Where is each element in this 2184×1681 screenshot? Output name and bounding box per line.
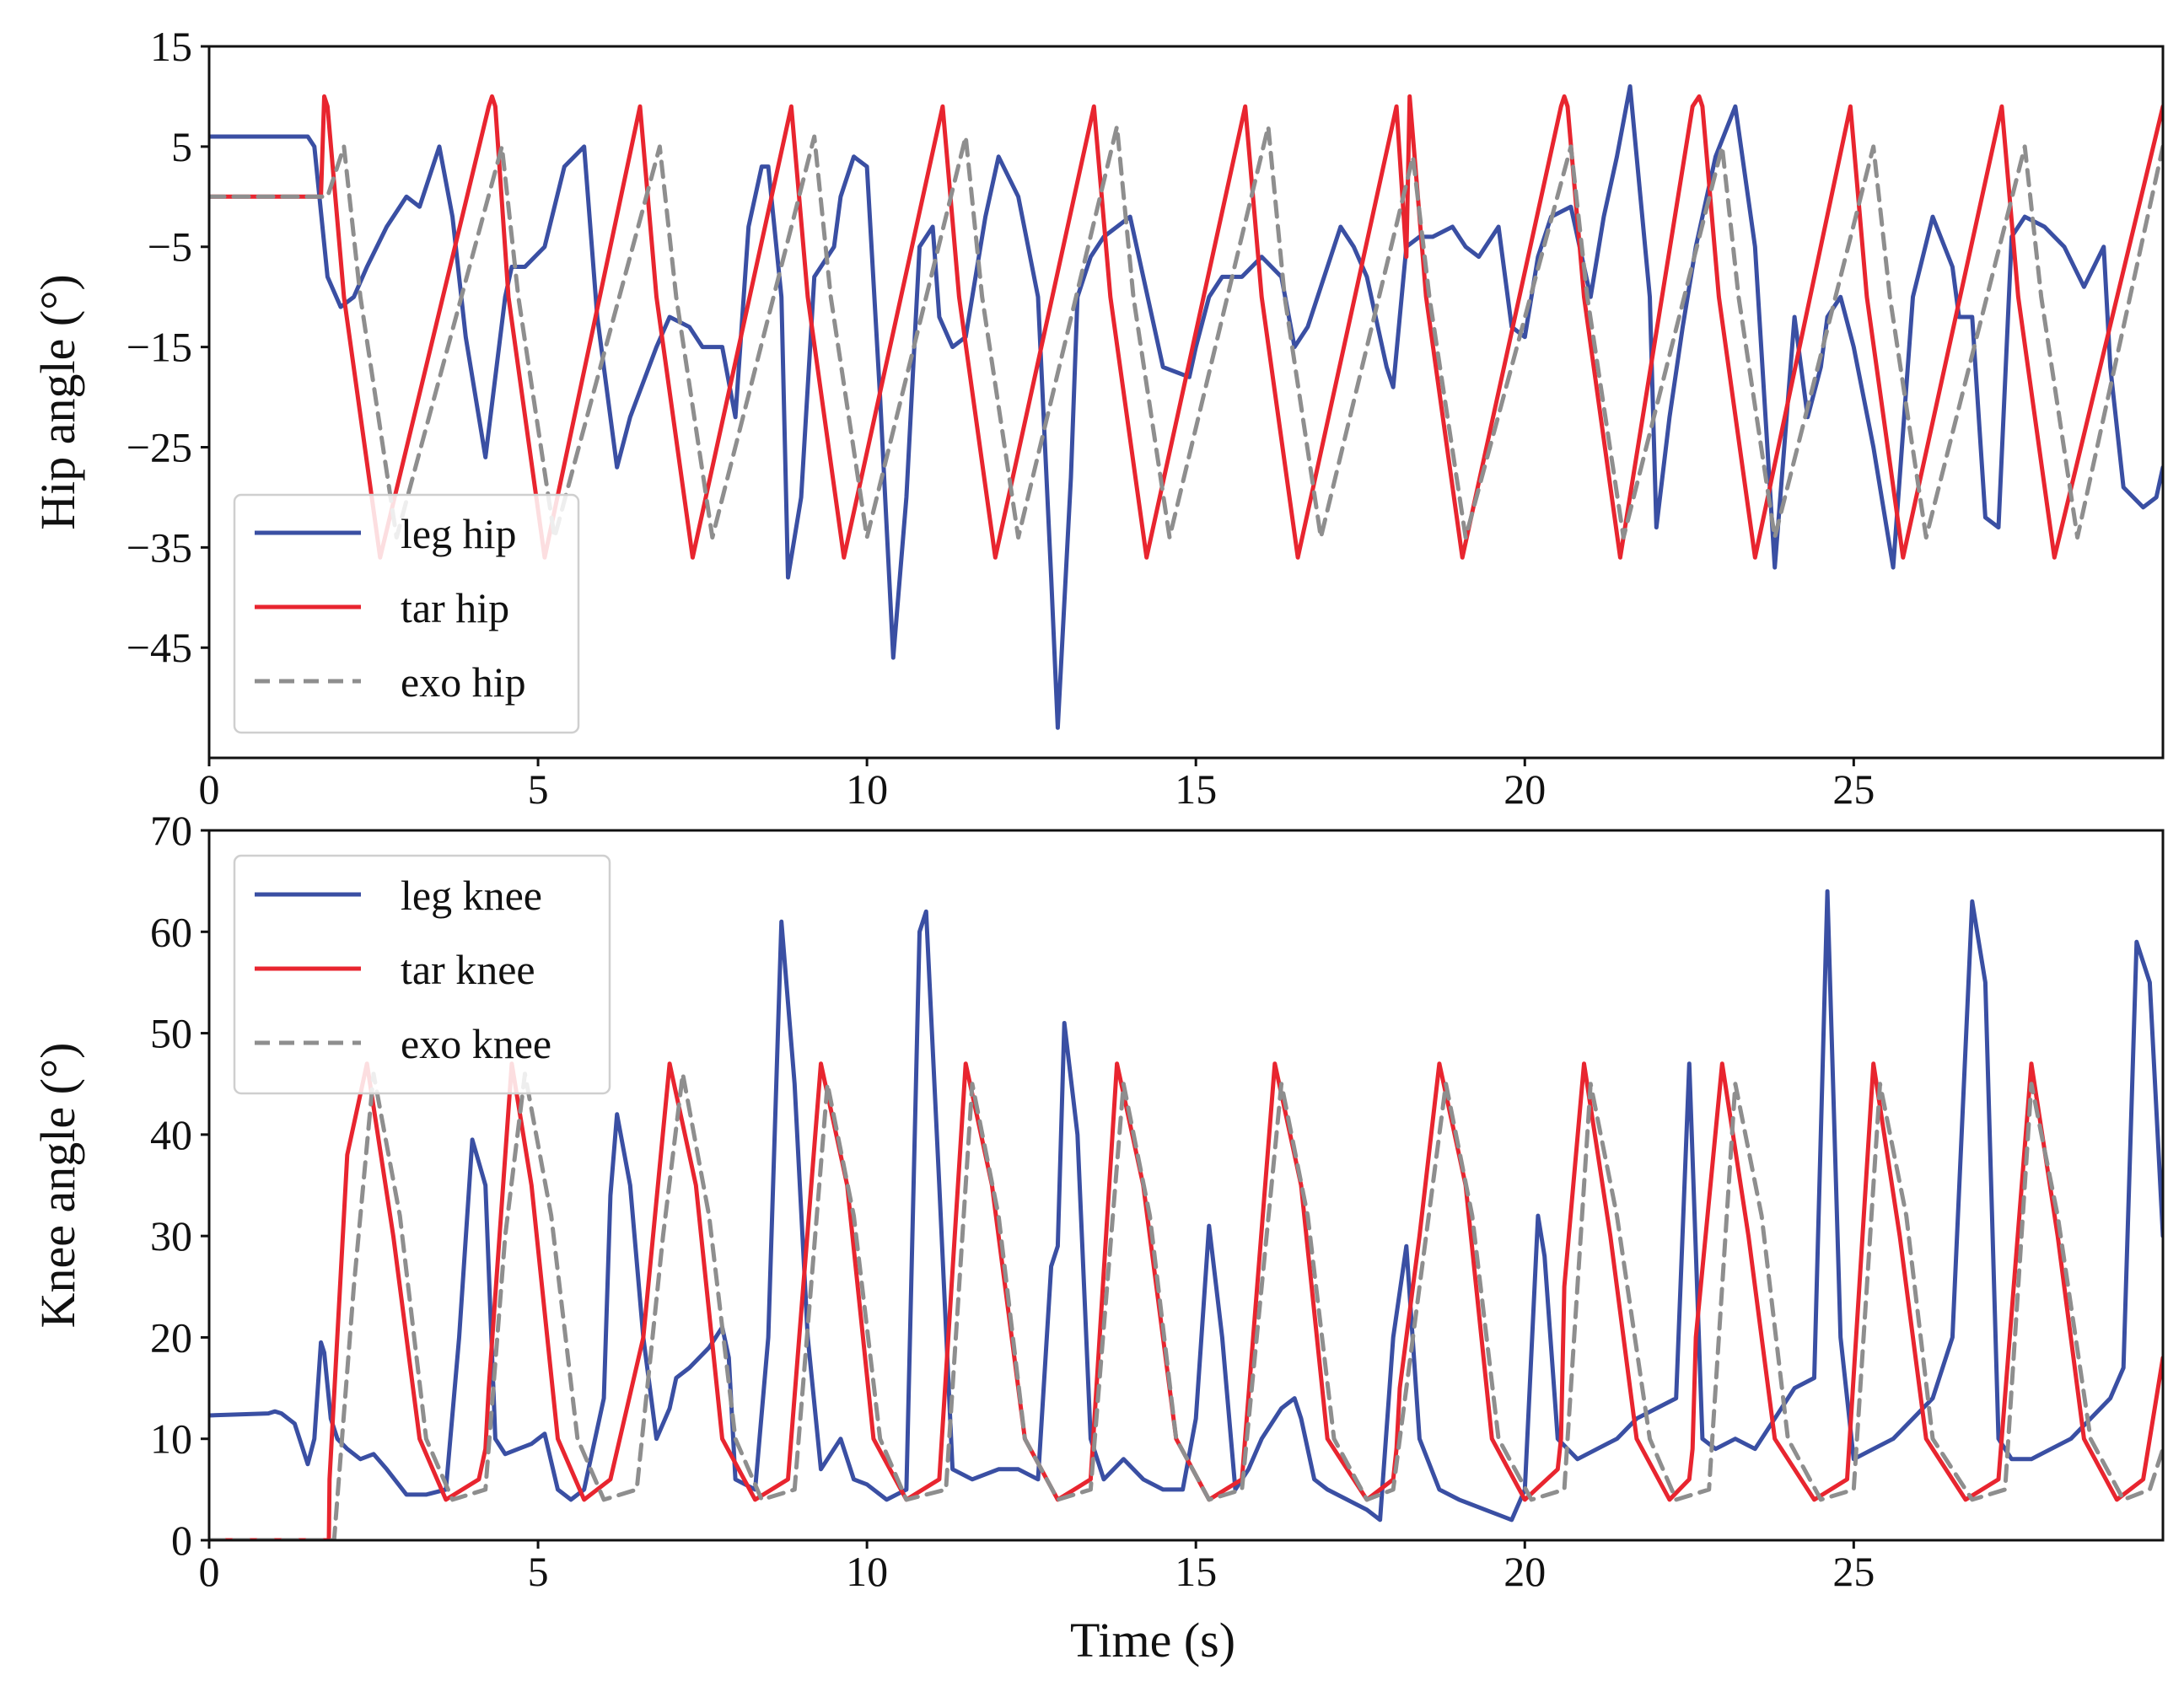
knee-x-tick-label: 10 bbox=[846, 1548, 888, 1595]
knee-y-tick-label: 50 bbox=[150, 1010, 192, 1057]
series-line-exo-hip bbox=[209, 124, 2163, 540]
hip-series-group bbox=[209, 84, 2163, 730]
knee-y-tick-label: 20 bbox=[150, 1313, 192, 1361]
hip-x-tick-label: 25 bbox=[1832, 765, 1875, 813]
knee-y-tick-label: 10 bbox=[150, 1415, 192, 1463]
series-line-leg-knee bbox=[209, 889, 2163, 1523]
knee-y-tick-label: 60 bbox=[150, 908, 192, 955]
hip-x-tick-label: 5 bbox=[528, 765, 549, 813]
series-line-tar-knee bbox=[209, 1061, 2163, 1540]
series-line-exo-knee bbox=[209, 1071, 2163, 1540]
legend-label-exo-hip: exo hip bbox=[401, 658, 526, 706]
legend-label-tar-knee: tar knee bbox=[401, 946, 535, 993]
hip-x-tick-label: 0 bbox=[199, 765, 220, 813]
hip-y-tick-label: 5 bbox=[171, 123, 192, 170]
hip-legend: leg hip tar hip exo hip bbox=[233, 493, 580, 734]
knee-legend: leg knee tar knee exo knee bbox=[233, 854, 611, 1095]
hip-x-tick-label: 10 bbox=[846, 765, 888, 813]
hip-y-tick-label: 15 bbox=[150, 23, 192, 70]
knee-x-tick-label: 5 bbox=[528, 1548, 549, 1595]
knee-x-tick-label: 0 bbox=[199, 1548, 220, 1595]
knee-x-tick-label: 25 bbox=[1832, 1548, 1875, 1595]
time-x-axis-label: Time (s) bbox=[1070, 1613, 1235, 1668]
hip-ticks-group: 0 5 10 15 20 25 15 5 −5 −15 −25 −35 −45 bbox=[126, 23, 1875, 813]
knee-angle-panel: 0 5 10 15 20 25 0 10 20 30 40 50 60 70 Knee angle (°)… bbox=[30, 807, 2165, 1668]
legend-label-leg-hip: leg hip bbox=[401, 510, 516, 557]
knee-plot-frame bbox=[207, 829, 2165, 1542]
hip-y-tick-label: −35 bbox=[126, 524, 192, 571]
hip-y-tick-label: −5 bbox=[148, 223, 192, 271]
knee-y-tick-label: 40 bbox=[150, 1111, 192, 1158]
knee-x-tick-label: 15 bbox=[1175, 1548, 1217, 1595]
legend-label-tar-hip: tar hip bbox=[401, 584, 509, 631]
hip-legend-box bbox=[233, 493, 580, 734]
hip-y-tick-label: −15 bbox=[126, 324, 192, 371]
hip-y-tick-label: −25 bbox=[126, 423, 192, 470]
knee-y-tick-label: 30 bbox=[150, 1212, 192, 1259]
hip-x-tick-label: 20 bbox=[1504, 765, 1546, 813]
legend-label-exo-knee: exo knee bbox=[401, 1020, 551, 1067]
hip-y-tick-label: −45 bbox=[126, 624, 192, 671]
hip-plot-frame bbox=[207, 45, 2165, 760]
hip-angle-panel: 0 5 10 15 20 25 15 5 −5 −15 −25 −35 −45 Hip angle (°… bbox=[30, 23, 2165, 813]
knee-x-tick-label: 20 bbox=[1504, 1548, 1546, 1595]
knee-y-tick-label: 0 bbox=[171, 1517, 192, 1564]
knee-legend-box bbox=[233, 854, 611, 1095]
series-line-tar-hip bbox=[209, 94, 2163, 560]
knee-ticks-group: 0 5 10 15 20 25 0 10 20 30 40 50 60 70 bbox=[150, 807, 1875, 1595]
knee-series-group bbox=[209, 889, 2163, 1540]
knee-y-tick-label: 70 bbox=[150, 807, 192, 854]
hip-x-tick-label: 15 bbox=[1175, 765, 1217, 813]
hip-y-axis-label: Hip angle (°) bbox=[30, 274, 85, 529]
knee-y-axis-label: Knee angle (°) bbox=[30, 1043, 85, 1329]
legend-label-leg-knee: leg knee bbox=[401, 872, 542, 919]
series-line-leg-hip bbox=[209, 84, 2163, 730]
